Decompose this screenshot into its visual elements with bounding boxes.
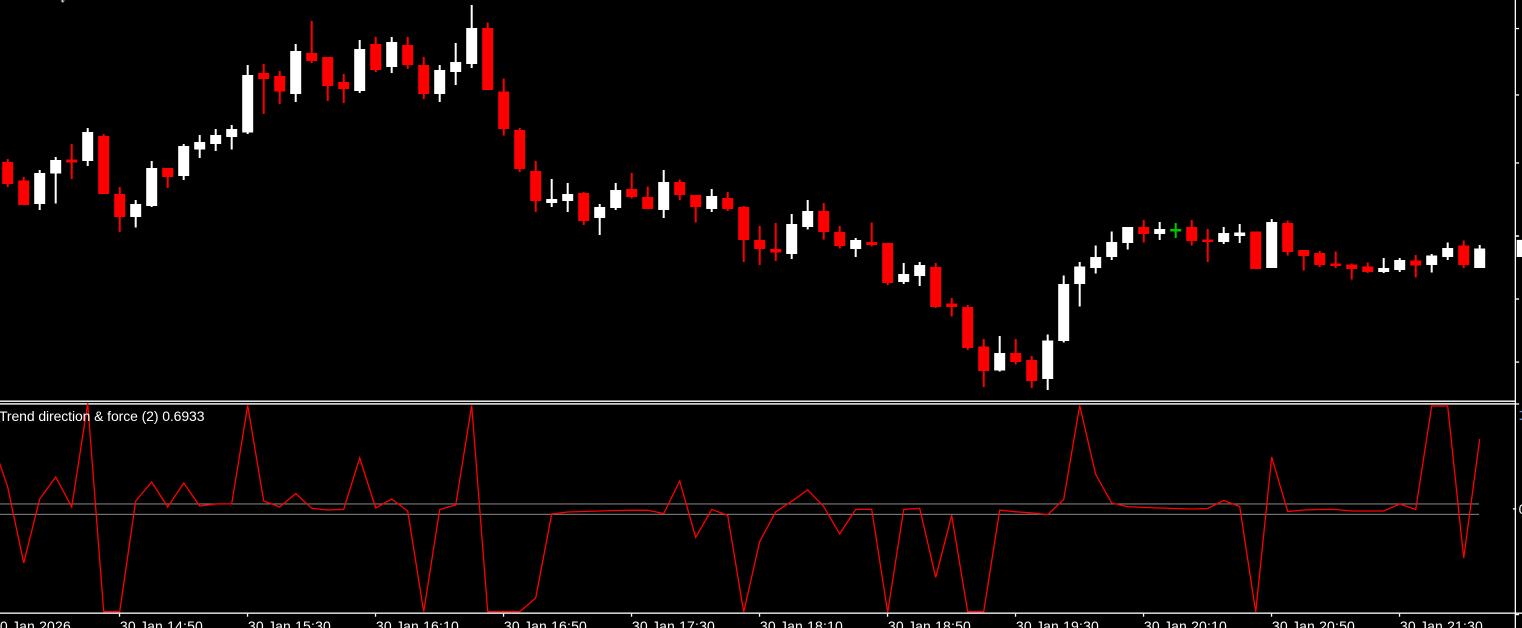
svg-text:30 Jan 19:30: 30 Jan 19:30	[1016, 618, 1099, 628]
svg-text:30 Jan 18:50: 30 Jan 18:50	[888, 618, 971, 628]
svg-text:0: 0	[1519, 501, 1522, 517]
svg-text:Trend direction & force (2) 0.: Trend direction & force (2) 0.6933	[0, 408, 205, 424]
svg-text:30 Jan 20:10: 30 Jan 20:10	[1144, 618, 1227, 628]
svg-text:30 Jan 16:50: 30 Jan 16:50	[504, 618, 587, 628]
svg-text:30 Jan 20:50: 30 Jan 20:50	[1272, 618, 1355, 628]
svg-text:30 Jan 16:10: 30 Jan 16:10	[376, 618, 459, 628]
svg-text:30 Jan 17:30: 30 Jan 17:30	[632, 618, 715, 628]
svg-text:30 Jan 15:30: 30 Jan 15:30	[248, 618, 331, 628]
svg-text:30 Jan 21:30: 30 Jan 21:30	[1400, 618, 1483, 628]
svg-text:30 Jan 18:10: 30 Jan 18:10	[760, 618, 843, 628]
svg-text:30 Jan 2026: 30 Jan 2026	[0, 618, 71, 628]
svg-text:30 Jan 14:50: 30 Jan 14:50	[120, 618, 203, 628]
